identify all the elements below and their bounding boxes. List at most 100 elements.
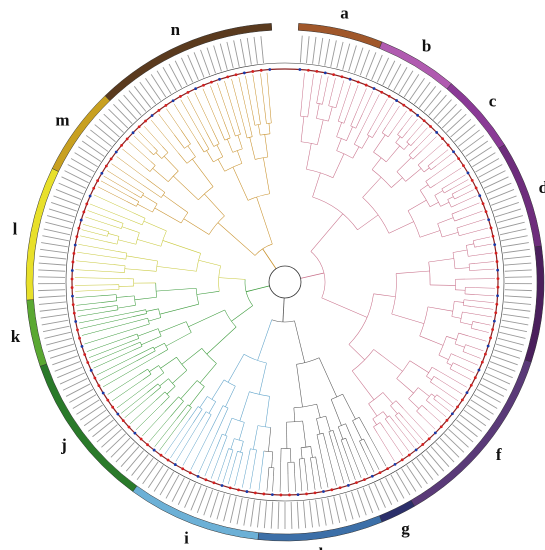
clade-letter-n: n	[171, 20, 181, 39]
gene-label-tick	[351, 491, 361, 518]
tree-leaf-branch	[87, 210, 113, 220]
tree-arc-branch	[247, 193, 270, 201]
tree-radial-branch	[410, 141, 415, 146]
gene-label-tick	[406, 464, 423, 488]
gene-label-tick	[487, 366, 513, 379]
gene-label-tick	[456, 419, 478, 438]
gene-marker	[70, 286, 74, 289]
tree-radial-branch	[454, 343, 465, 348]
tree-leaf-branch	[439, 396, 454, 408]
gene-label-tick	[42, 235, 69, 242]
gene-label-tick	[113, 104, 133, 125]
tree-radial-branch	[312, 172, 321, 198]
tree-radial-branch	[135, 323, 150, 329]
gene-marker	[340, 75, 344, 79]
tree-radial-branch	[187, 145, 196, 157]
tree-arc-branch	[231, 417, 245, 423]
tree-radial-branch	[110, 224, 122, 229]
gene-label-tick	[45, 221, 72, 230]
tree-radial-branch	[372, 418, 377, 425]
gene-label-tick	[481, 170, 506, 184]
tree-radial-branch	[156, 266, 197, 272]
gene-marker	[196, 475, 200, 478]
gene-marker	[356, 80, 360, 84]
tree-radial-branch	[188, 309, 225, 328]
tree-radial-branch	[116, 257, 126, 260]
tree-leaf-branch	[459, 189, 474, 197]
tree-radial-branch	[139, 368, 148, 375]
tree-arc-branch	[449, 362, 454, 369]
tree-leaf-branch	[468, 335, 487, 342]
gene-marker	[173, 463, 177, 466]
gene-marker	[79, 218, 83, 222]
tree-radial-branch	[438, 354, 449, 360]
gene-marker	[465, 391, 469, 395]
tree-leaf-branch	[151, 119, 179, 154]
inner-ring-line	[65, 62, 505, 502]
tree-radial-branch	[181, 348, 202, 365]
gene-marker	[363, 478, 366, 482]
tree-arc-branch	[244, 279, 253, 306]
tree-arc-branch	[135, 232, 140, 245]
tree-leaf-branch	[323, 76, 329, 100]
tree-radial-branch	[141, 335, 162, 346]
gene-marker	[441, 137, 444, 141]
tree-leaf-branch	[458, 202, 480, 212]
gene-label-tick	[467, 404, 491, 421]
gene-marker	[387, 94, 391, 98]
tree-root	[268, 265, 302, 299]
tree-leaf-branch	[369, 435, 387, 467]
tree-arc-branch	[417, 164, 425, 173]
tree-arc-branch	[468, 263, 470, 271]
gene-marker	[439, 425, 443, 429]
gene-label-tick	[376, 57, 390, 83]
tree-radial-branch	[401, 131, 408, 139]
tree-leaf-branch	[76, 302, 102, 306]
gene-label-tick	[203, 489, 214, 516]
tree-radial-branch	[416, 410, 422, 417]
tree-radial-branch	[426, 400, 431, 404]
gene-marker	[452, 150, 455, 154]
gene-label-tick	[395, 471, 411, 496]
gene-label-tick	[61, 176, 87, 189]
tree-radial-branch	[446, 336, 457, 340]
tree-leaf-branch	[182, 424, 206, 466]
tree-leaf-branch	[435, 153, 452, 167]
gene-label-tick	[479, 383, 505, 397]
tree-radial-branch	[428, 258, 454, 263]
tree-radial-branch	[183, 218, 210, 235]
tree-radial-branch	[408, 146, 418, 156]
gene-marker	[480, 360, 484, 364]
gene-label-tick	[403, 74, 420, 98]
tree-leaf-branch	[435, 167, 462, 185]
gene-marker	[422, 119, 426, 123]
tree-leaf-branch	[194, 92, 213, 130]
tree-radial-branch	[225, 448, 229, 458]
gene-marker	[101, 391, 105, 395]
tree-radial-branch	[384, 418, 390, 425]
tree-radial-branch	[112, 219, 124, 224]
tree-leaf-branch	[111, 163, 143, 185]
gene-marker	[72, 252, 76, 255]
gene-marker	[188, 471, 192, 475]
tree-arc-branch	[164, 343, 169, 350]
tree-leaf-branch	[475, 252, 494, 256]
gene-label-tick	[450, 118, 472, 138]
gene-label-tick	[494, 349, 521, 359]
tree-radial-branch	[328, 99, 331, 106]
gene-label-tick	[105, 433, 126, 453]
gene-marker	[378, 471, 382, 475]
gene-label-tick	[74, 152, 98, 168]
gene-label-tick	[193, 52, 205, 78]
tree-radial-branch	[146, 308, 159, 312]
tree-leaf-branch	[477, 329, 489, 333]
tree-radial-branch	[300, 105, 302, 117]
tree-radial-branch	[351, 370, 375, 400]
gene-label-tick	[486, 182, 512, 195]
tree-radial-branch	[237, 125, 241, 135]
gene-marker	[181, 467, 185, 471]
tree-radial-branch	[359, 440, 365, 451]
gene-marker	[82, 210, 86, 214]
gene-marker	[268, 68, 272, 71]
gene-marker	[97, 384, 101, 387]
